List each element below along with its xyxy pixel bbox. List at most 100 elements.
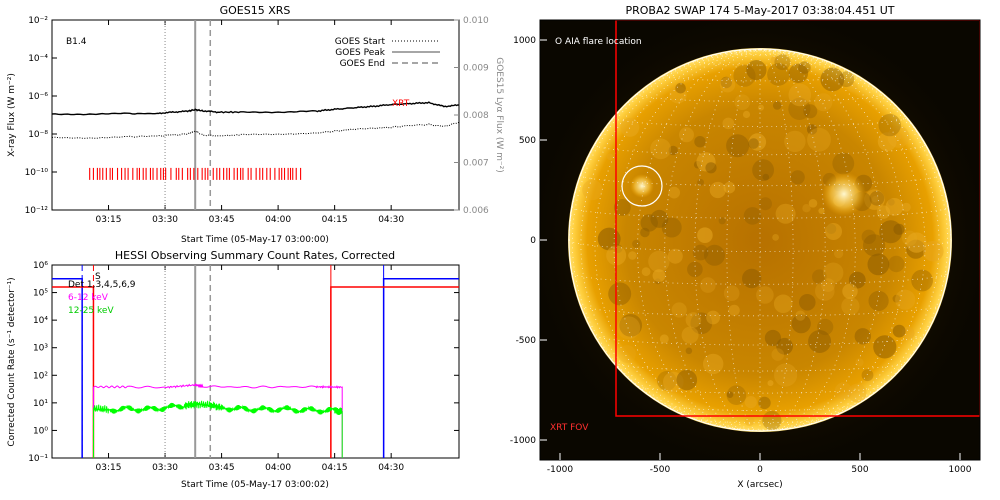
solar-mottle [767, 380, 774, 387]
swap-x-tick-label: 500 [851, 465, 868, 475]
swap-y-axis: 1000 500 0 -500 -1000 [510, 36, 547, 446]
hessi-x-tick-label: 04:30 [378, 463, 404, 473]
solar-mottle [743, 207, 762, 225]
solar-mottle [720, 76, 732, 89]
night-state-line [382, 278, 459, 458]
solar-mottle [861, 229, 876, 244]
solar-mottle [863, 234, 886, 257]
hessi-y-axis: 10⁶ 10⁵ 10⁴ 10³ 10² 10¹ 10⁰ 10⁻¹ [28, 261, 459, 464]
grid-parallel [572, 273, 948, 285]
solar-mottle [772, 101, 782, 110]
solar-mottle [632, 239, 641, 248]
goes-y-tick-label: 10⁻¹² [25, 206, 49, 216]
solar-mottle [723, 181, 736, 194]
solar-mottle [734, 94, 751, 110]
solar-mottle [788, 97, 811, 120]
solar-mottle [893, 223, 905, 235]
solar-mottle [854, 328, 871, 345]
solar-mottle [814, 93, 833, 112]
solar-mottle [770, 56, 779, 64]
hessi-y-tick-label: 10⁴ [33, 316, 48, 326]
solar-mottle [821, 278, 835, 292]
solar-mottle [795, 310, 806, 321]
solar-mottle [671, 302, 687, 318]
solar-mottle [815, 281, 835, 301]
solar-mottle [676, 369, 698, 391]
solar-mottle [650, 209, 669, 228]
solar-mottle [641, 267, 651, 277]
solar-mottle [723, 285, 740, 302]
solar-mottle [668, 186, 680, 199]
goes-lya-tick-label: 0.007 [463, 159, 489, 169]
swap-x-label: X (arcsec) [737, 480, 782, 490]
solar-mottle [774, 363, 798, 387]
solar-mottle [685, 312, 702, 328]
hessi-x-label: Start Time (05-May-17 03:00:02) [181, 480, 329, 490]
solar-mottle [869, 190, 885, 206]
solar-mottle [877, 132, 897, 152]
solar-mottle [842, 283, 858, 299]
solar-mottle [832, 152, 855, 175]
hessi-x-tick-label: 04:15 [322, 463, 348, 473]
solar-mottle [687, 261, 703, 278]
solar-mottle [694, 136, 706, 148]
solar-mottle [868, 290, 889, 311]
swap-x-tick-label: 1000 [949, 465, 972, 475]
saa-state-line [330, 286, 459, 458]
goes-y-tick-label: 10⁻⁶ [28, 92, 48, 102]
solar-mottle [582, 179, 603, 201]
goes-y-tick-label: 10⁻¹⁰ [25, 168, 49, 178]
night-state-line [52, 278, 83, 458]
solar-mottle [923, 240, 944, 262]
xrt-fov-label: XRT FOV [550, 423, 589, 433]
solar-mottle [892, 294, 901, 303]
hessi-y-tick-label: 10⁰ [33, 426, 48, 436]
heliographic-grid [569, 49, 951, 431]
solar-mottle [756, 286, 774, 304]
solar-mottle [803, 104, 818, 119]
solar-mottle [692, 244, 709, 261]
hessi-panel: HESSI Observing Summary Count Rates, Cor… [7, 249, 460, 490]
swap-y-tick-label: -1000 [510, 436, 536, 446]
solar-mottle [772, 234, 779, 241]
hessi-y-tick-label: 10⁻¹ [28, 454, 48, 464]
solar-mottle [764, 329, 782, 347]
hessi-title: HESSI Observing Summary Count Rates, Cor… [115, 249, 395, 262]
solar-mottle [774, 54, 791, 71]
goes-y-tick-label: 10⁻⁴ [28, 54, 48, 64]
solar-mottle [806, 124, 818, 135]
solar-mottle [906, 232, 927, 253]
legend-goes-start: GOES Start [335, 37, 386, 47]
solar-mottle [726, 385, 747, 406]
solar-mottle [876, 205, 891, 219]
hessi-y-tick-label: 10¹ [33, 399, 48, 409]
goes-x-axis: 03:15 03:30 03:45 04:00 04:15 04:30 [96, 20, 404, 225]
solar-mottle [744, 416, 755, 427]
count-rate-12-25-kev-line [93, 400, 343, 458]
solar-mottle [685, 347, 693, 355]
solar-mottle [879, 220, 903, 244]
goes-lya-tick-label: 0.010 [463, 16, 489, 26]
solar-mottle [798, 61, 811, 74]
solar-mottle [648, 250, 670, 273]
solar-mottle [746, 60, 767, 81]
goes-x-tick-label: 03:45 [209, 215, 235, 225]
solar-mottle [697, 178, 704, 186]
solar-mottle [888, 255, 905, 273]
solar-mottle [873, 335, 897, 359]
hessi-y-label: Corrected Count Rate (s⁻¹ detector⁻¹) [7, 277, 17, 446]
solar-mottle [659, 334, 669, 344]
goes-panel: GOES15 XRS B1.4 10⁻²10⁻⁴10⁻⁶10⁻⁸10⁻¹⁰10⁻… [7, 4, 504, 245]
solar-mottle [790, 170, 805, 185]
solar-mottle [722, 117, 735, 130]
hessi-y-tick-label: 10⁵ [33, 289, 48, 299]
goes-x-tick-label: 04:15 [322, 215, 348, 225]
legend-goes-end: GOES End [340, 59, 385, 69]
swap-y-tick-label: 1000 [513, 36, 536, 46]
hessi-detectors-label: Det 1,3,4,5,6,9 [68, 280, 136, 290]
solar-mottle [706, 310, 720, 325]
solar-mottle [726, 134, 750, 158]
hessi-x-tick-label: 03:30 [152, 463, 178, 473]
legend-12-25-kev: 12-25 keV [68, 306, 114, 316]
goes-plot-frame [51, 19, 460, 211]
